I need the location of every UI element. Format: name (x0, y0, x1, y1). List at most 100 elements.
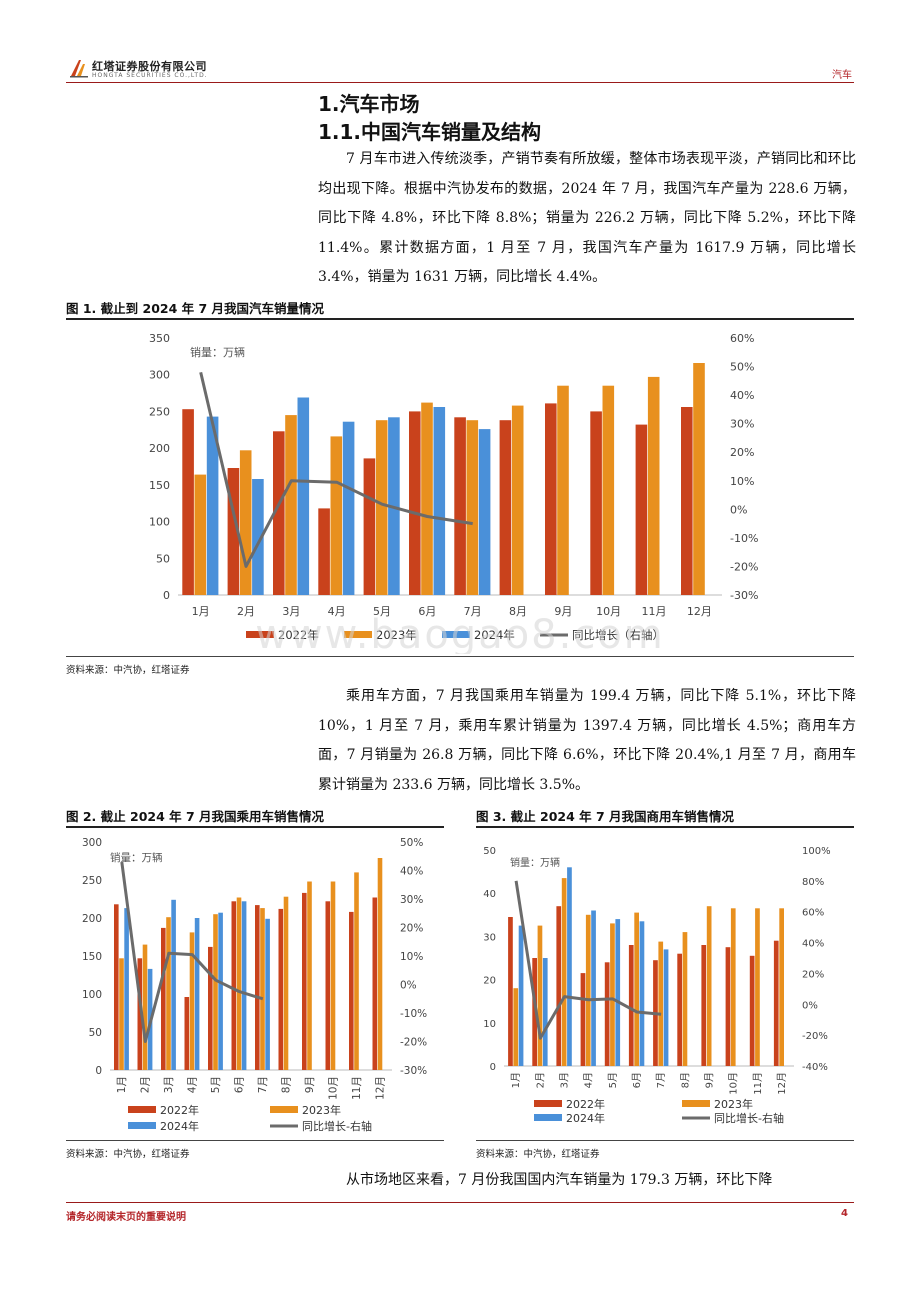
y-tick-label: 50 (89, 1027, 102, 1039)
bar-2023年 (466, 420, 479, 595)
x-tick-label: 12月 (687, 605, 712, 618)
y2-tick-label: 50% (400, 837, 423, 849)
bar-2024年 (542, 958, 548, 1066)
body-paragraph-2: 乘用车方面，7 月我国乘用车销量为 199.4 万辆，同比下降 5.1%，环比下… (318, 682, 856, 800)
bar-2023年 (307, 881, 312, 1070)
bar-2024年 (518, 925, 524, 1066)
legend-swatch (534, 1114, 562, 1121)
sector-label: 汽车 (832, 70, 852, 81)
y-tick-label: 100 (149, 516, 170, 529)
x-tick-label: 9月 (554, 605, 572, 618)
y-tick-label: 200 (82, 913, 102, 925)
x-tick-label: 2月 (237, 605, 255, 618)
x-tick-label: 1月 (510, 1072, 522, 1088)
body-paragraph-1: 7 月车市进入传统淡季，产销节奏有所放缓，整体市场表现平淡，产销同比和环比均出现… (318, 145, 856, 293)
y-tick-label: 10 (483, 1019, 496, 1030)
bar-2023年 (511, 405, 524, 595)
body-paragraph-3: 从市场地区来看，7 月份我国国内汽车销量为 179.3 万辆，环比下降 (318, 1166, 856, 1196)
y-tick-label: 250 (82, 875, 102, 887)
figure-2-top-rule (66, 826, 444, 828)
figure-2-source: 资料来源：中汽协，红塔证券 (66, 1149, 190, 1160)
bar-2022年 (278, 908, 284, 1070)
y2-tick-label: -10% (400, 1008, 427, 1020)
x-tick-label: 7月 (655, 1072, 667, 1088)
bar-2022年 (508, 917, 513, 1066)
bar-2024年 (171, 899, 176, 1070)
legend-label: 2022年 (278, 628, 319, 642)
figure-2-source-rule (66, 1140, 444, 1141)
bar-2023年 (585, 914, 591, 1066)
legend-label: 同比增长-右轴 (714, 1111, 784, 1125)
bar-2022年 (372, 897, 378, 1070)
bar-2022年 (363, 458, 376, 595)
bar-2023年 (166, 917, 171, 1070)
bar-2023年 (682, 932, 688, 1066)
y2-tick-label: 40% (802, 939, 824, 950)
bar-2024年 (433, 407, 446, 595)
bar-2024年 (663, 949, 669, 1066)
bar-2022年 (725, 947, 731, 1066)
bar-2024年 (252, 479, 264, 595)
bar-2023年 (537, 925, 543, 1066)
bar-2023年 (119, 958, 124, 1070)
legend-swatch (344, 631, 372, 638)
bar-2022年 (255, 905, 260, 1070)
yoy-growth-line (514, 880, 662, 1040)
y2-tick-label: 30% (730, 418, 754, 431)
bar-2023年 (610, 923, 615, 1066)
bar-2022年 (182, 409, 194, 595)
bar-2024年 (342, 421, 355, 595)
y2-tick-label: 30% (400, 894, 423, 906)
x-tick-label: 4月 (583, 1072, 595, 1088)
company-name: 红塔证券股份有限公司 (92, 60, 207, 73)
bar-2022年 (580, 973, 586, 1066)
bar-2023年 (285, 415, 297, 595)
bar-2023年 (239, 450, 252, 595)
y2-tick-label: -20% (802, 1031, 828, 1042)
bar-2022年 (114, 904, 119, 1070)
legend-swatch (270, 1106, 298, 1113)
x-tick-label: 12月 (374, 1076, 386, 1100)
x-tick-label: 1月 (192, 605, 210, 618)
bar-2023年 (421, 402, 433, 595)
y-tick-label: 30 (483, 932, 496, 943)
section-heading: 1.汽车市场 (318, 92, 420, 116)
unit-label: 销量：万辆 (190, 345, 245, 359)
bar-2023年 (602, 385, 615, 595)
x-tick-label: 1月 (116, 1076, 128, 1093)
bar-2022年 (273, 431, 285, 595)
legend-swatch (442, 631, 470, 638)
y-tick-label: 200 (149, 442, 170, 455)
y-tick-label: 50 (156, 552, 170, 565)
bar-2022年 (499, 420, 512, 595)
bar-2023年 (693, 363, 705, 595)
bar-2022年 (208, 946, 213, 1070)
y2-tick-label: 100% (802, 846, 831, 857)
y2-tick-label: 20% (730, 446, 754, 459)
bar-2022年 (545, 403, 557, 595)
bar-2022年 (681, 407, 693, 595)
page-number: 4 (841, 1208, 848, 1219)
bar-2022年 (184, 997, 190, 1070)
figure-2-chart: 0 50 100 150 200 250 300 50% 40% 30% 20% 10% 0% -10% -… (82, 837, 427, 1133)
bar-2022年 (349, 911, 354, 1070)
y-tick-label: 150 (149, 479, 170, 492)
bar-2024年 (478, 429, 491, 595)
bar-2024年 (265, 918, 270, 1070)
bar-2022年 (628, 945, 634, 1066)
y2-tick-label: 60% (730, 332, 754, 345)
y2-tick-label: 50% (730, 361, 754, 374)
unit-label: 销量：万辆 (510, 856, 560, 869)
figure-3-source-rule (476, 1140, 854, 1141)
figure-1-title: 图 1. 截止到 2024 年 7 月我国汽车销量情况 (66, 301, 325, 316)
legend-label: 2023年 (302, 1103, 341, 1117)
bar-2023年 (330, 881, 336, 1070)
bar-2023年 (194, 474, 207, 595)
bar-2023年 (354, 872, 359, 1070)
x-tick-label: 10月 (327, 1076, 339, 1100)
y-tick-label: 300 (149, 369, 170, 382)
bar-2024年 (218, 912, 223, 1070)
footer-divider (66, 1202, 854, 1203)
y2-tick-label: -30% (400, 1065, 427, 1077)
x-tick-label: 6月 (631, 1072, 643, 1088)
